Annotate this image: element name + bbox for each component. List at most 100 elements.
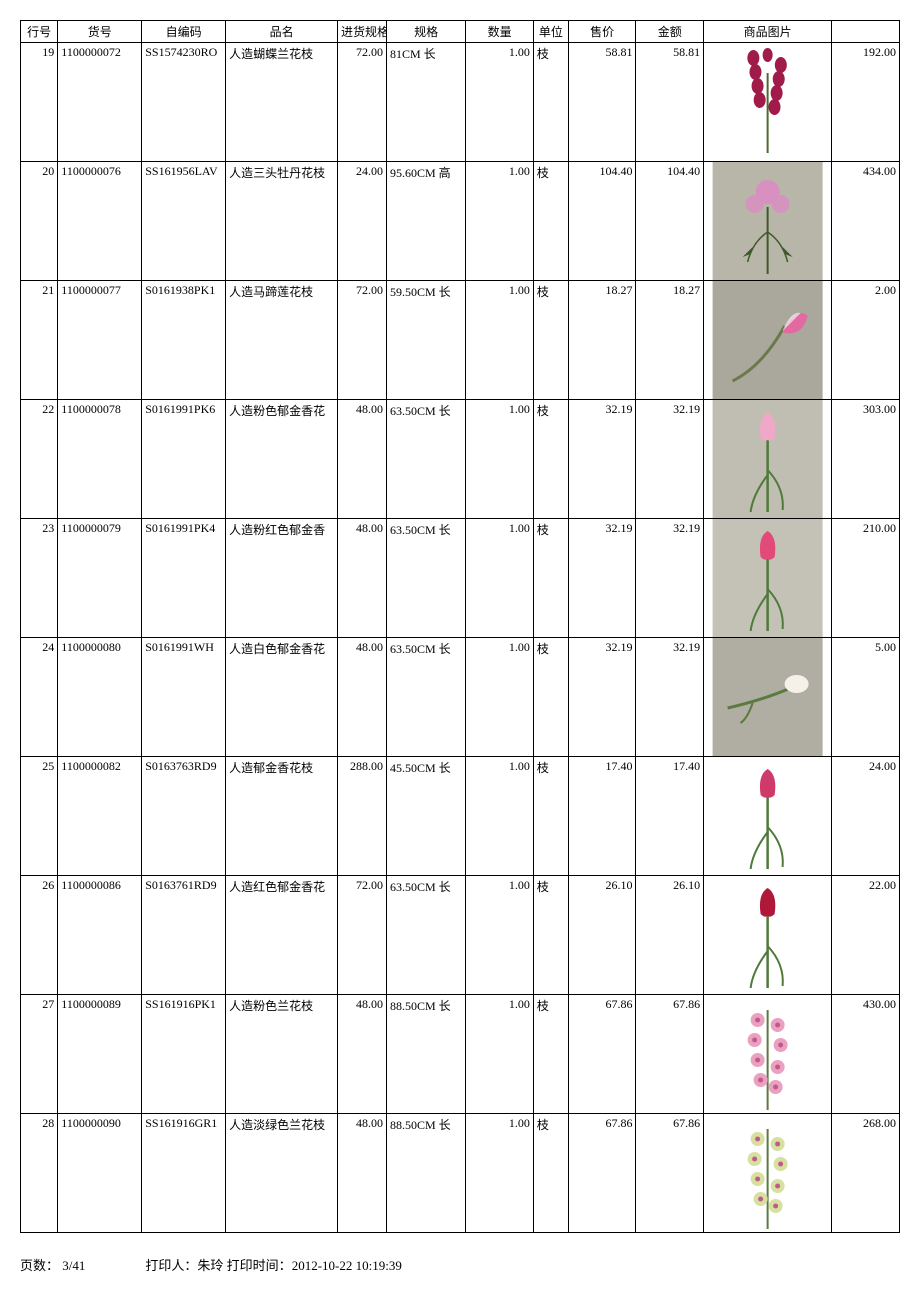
table-row: 21 1100000077 S0161938PK1 人造马蹄莲花枝 72.00 … [21,281,900,400]
flower-icon [704,281,831,399]
cell-name: 人造粉红色郁金香 [226,519,338,638]
cell-spec: 63.50CM 长 [387,400,466,519]
cell-rownum: 22 [21,400,58,519]
cell-amount: 67.86 [636,1114,704,1233]
cell-unit: 枝 [533,876,568,995]
cell-inspec: 288.00 [338,757,387,876]
col-header-qty: 数量 [466,21,534,43]
cell-price: 67.86 [568,1114,636,1233]
cell-sku: 1100000089 [58,995,142,1114]
cell-amount: 26.10 [636,876,704,995]
cell-sku: 1100000077 [58,281,142,400]
cell-price: 32.19 [568,519,636,638]
table-row: 27 1100000089 SS161916PK1 人造粉色兰花枝 48.00 … [21,995,900,1114]
cell-qty: 1.00 [466,519,534,638]
cell-code: S0161938PK1 [142,281,226,400]
cell-image [704,162,832,281]
table-row: 24 1100000080 S0161991WH 人造白色郁金香花 48.00 … [21,638,900,757]
cell-code: S0161991WH [142,638,226,757]
cell-unit: 枝 [533,1114,568,1233]
cell-image [704,400,832,519]
cell-amount: 32.19 [636,638,704,757]
cell-amount: 17.40 [636,757,704,876]
cell-price: 26.10 [568,876,636,995]
cell-inspec: 72.00 [338,43,387,162]
cell-sku: 1100000080 [58,638,142,757]
flower-icon [704,162,831,280]
cell-code: SS1574230RO [142,43,226,162]
cell-spec: 63.50CM 长 [387,876,466,995]
cell-last: 22.00 [832,876,900,995]
cell-code: S0163761RD9 [142,876,226,995]
cell-image [704,1114,832,1233]
cell-inspec: 72.00 [338,876,387,995]
cell-spec: 95.60CM 高 [387,162,466,281]
cell-image [704,519,832,638]
cell-qty: 1.00 [466,638,534,757]
cell-name: 人造淡绿色兰花枝 [226,1114,338,1233]
cell-last: 2.00 [832,281,900,400]
cell-last: 24.00 [832,757,900,876]
cell-amount: 104.40 [636,162,704,281]
cell-qty: 1.00 [466,995,534,1114]
cell-spec: 81CM 长 [387,43,466,162]
cell-sku: 1100000086 [58,876,142,995]
col-header-last [832,21,900,43]
cell-qty: 1.00 [466,400,534,519]
cell-last: 192.00 [832,43,900,162]
flower-icon [704,757,831,875]
cell-code: SS161916PK1 [142,995,226,1114]
cell-unit: 枝 [533,995,568,1114]
footer-print-info: 打印人：朱玲 打印时间：2012-10-22 10:19:39 [145,1255,401,1274]
cell-price: 32.19 [568,400,636,519]
cell-name: 人造粉色兰花枝 [226,995,338,1114]
table-row: 22 1100000078 S0161991PK6 人造粉色郁金香花 48.00… [21,400,900,519]
cell-sku: 1100000079 [58,519,142,638]
cell-name: 人造郁金香花枝 [226,757,338,876]
cell-name: 人造粉色郁金香花 [226,400,338,519]
table-row: 19 1100000072 SS1574230RO 人造蝴蝶兰花枝 72.00 … [21,43,900,162]
cell-sku: 1100000072 [58,43,142,162]
table-row: 28 1100000090 SS161916GR1 人造淡绿色兰花枝 48.00… [21,1114,900,1233]
col-header-rownum: 行号 [21,21,58,43]
page-footer: 页数： 3/41 打印人：朱玲 打印时间：2012-10-22 10:19:39 [20,1255,900,1274]
cell-last: 210.00 [832,519,900,638]
table-row: 26 1100000086 S0163761RD9 人造红色郁金香花 72.00… [21,876,900,995]
cell-rownum: 25 [21,757,58,876]
cell-unit: 枝 [533,400,568,519]
cell-unit: 枝 [533,281,568,400]
cell-qty: 1.00 [466,757,534,876]
cell-spec: 63.50CM 长 [387,638,466,757]
cell-name: 人造三头牡丹花枝 [226,162,338,281]
cell-spec: 59.50CM 长 [387,281,466,400]
cell-price: 67.86 [568,995,636,1114]
cell-qty: 1.00 [466,1114,534,1233]
cell-unit: 枝 [533,757,568,876]
cell-image [704,876,832,995]
cell-qty: 1.00 [466,281,534,400]
cell-spec: 45.50CM 长 [387,757,466,876]
cell-name: 人造马蹄莲花枝 [226,281,338,400]
flower-icon [704,1114,831,1232]
cell-rownum: 23 [21,519,58,638]
cell-inspec: 24.00 [338,162,387,281]
flower-icon [704,995,831,1113]
cell-rownum: 19 [21,43,58,162]
cell-unit: 枝 [533,43,568,162]
cell-sku: 1100000090 [58,1114,142,1233]
cell-name: 人造白色郁金香花 [226,638,338,757]
cell-price: 18.27 [568,281,636,400]
cell-code: S0163763RD9 [142,757,226,876]
product-table: 行号 货号 自编码 品名 进货规格 规格 数量 单位 售价 金额 商品图片 19… [20,20,900,1233]
col-header-image: 商品图片 [704,21,832,43]
cell-code: SS161916GR1 [142,1114,226,1233]
cell-code: S0161991PK4 [142,519,226,638]
cell-name: 人造红色郁金香花 [226,876,338,995]
cell-amount: 32.19 [636,519,704,638]
col-header-spec: 规格 [387,21,466,43]
cell-image [704,638,832,757]
cell-unit: 枝 [533,638,568,757]
cell-last: 303.00 [832,400,900,519]
cell-sku: 1100000076 [58,162,142,281]
cell-last: 434.00 [832,162,900,281]
